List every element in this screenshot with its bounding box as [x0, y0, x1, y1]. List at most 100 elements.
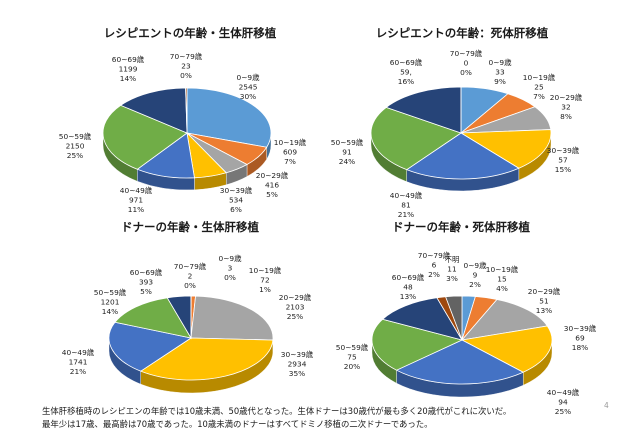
data-label-value: 2545 — [239, 83, 258, 92]
data-label: 20~29歳 416 5% — [256, 171, 289, 199]
data-label: 0~9歳 3 0% — [219, 254, 243, 282]
data-label-percent: 0% — [224, 273, 236, 282]
pie-slice-40~49歳 — [395, 339, 525, 385]
slide-caption: 生体肝移植時のレシピエンの年齢では10歳未満、50歳代となった。生体ドナーは30… — [42, 405, 602, 430]
data-label-category: 20~29歳 — [256, 171, 289, 180]
data-label-category: 30~39歳 — [220, 186, 253, 195]
data-label-percent: 11% — [128, 205, 144, 214]
data-label-value: 6 — [432, 261, 437, 270]
data-label: 10~19歳 25 7% — [523, 73, 556, 101]
data-label-value: 9 — [473, 271, 478, 280]
caption-line-1: 生体肝移植時のレシピエンの年齢では10歳未満、50歳代となった。生体ドナーは30… — [42, 406, 512, 416]
data-label: 70~79歳 2 0% — [174, 262, 207, 290]
data-label: 10~19歳 609 7% — [274, 138, 307, 166]
data-label-value: 25 — [534, 83, 544, 92]
pie-slice-40~49歳 — [405, 132, 520, 180]
data-label: 30~39歳 2934 35% — [281, 350, 314, 378]
data-label-percent: 7% — [284, 157, 296, 166]
data-label: 不明 11 3% — [445, 255, 460, 283]
data-label-category: 40~49歳 — [547, 388, 580, 397]
data-label-percent: 18% — [572, 343, 588, 352]
data-label-percent: 2% — [428, 270, 440, 279]
data-label-percent: 9% — [494, 77, 506, 86]
data-label-value: 971 — [129, 196, 143, 205]
pie-slice-20~29歳 — [190, 295, 274, 341]
data-label-category: 20~29歳 — [550, 93, 583, 102]
data-label-value: 75 — [347, 353, 357, 362]
data-label-percent: 8% — [560, 112, 572, 121]
data-label-category: 20~29歳 — [528, 287, 561, 296]
data-label-percent: 6% — [230, 205, 242, 214]
data-label-percent: 20% — [344, 362, 360, 371]
page-number: 4 — [604, 401, 609, 410]
data-label-percent: 25% — [287, 312, 303, 321]
data-label: 40~49歳 94 25% — [547, 388, 580, 416]
data-label: 40~49歳 1741 21% — [62, 348, 95, 376]
data-label-value: 2150 — [66, 142, 85, 151]
data-label-value: 51 — [539, 297, 549, 306]
data-label-category: 40~49歳 — [390, 191, 423, 200]
data-label: 40~49歳 81 21% — [390, 191, 423, 219]
data-label-category: 0~9歳 — [237, 73, 261, 82]
data-label-value: 0 — [464, 59, 469, 68]
pie-slice-50~59歳 — [102, 104, 188, 170]
pie-slice-0~9歳 — [186, 87, 272, 148]
data-label-percent: 3% — [446, 274, 458, 283]
pie-slice-30~39歳 — [459, 129, 552, 169]
data-label-category: 30~39歳 — [547, 146, 580, 155]
data-label-category: 60~69歳 — [112, 55, 145, 64]
data-label-value: 2103 — [286, 303, 305, 312]
data-label-category: 60~69歳 — [130, 268, 163, 277]
data-label-category: 10~19歳 — [486, 265, 519, 274]
data-label: 20~29歳 32 8% — [550, 93, 583, 121]
data-label: 30~39歳 69 18% — [564, 324, 597, 352]
pie-slice-60~69歳 — [119, 87, 188, 134]
data-label: 10~19歳 15 4% — [486, 265, 519, 293]
data-label-percent: 13% — [536, 306, 552, 315]
data-label-category: 10~19歳 — [249, 266, 282, 275]
data-label: 70~79歳 23 0% — [170, 52, 203, 80]
data-label: 50~59歳 75 20% — [336, 343, 369, 371]
pie-slice-50~59歳 — [371, 318, 464, 371]
data-label-percent: 25% — [67, 151, 83, 160]
data-label-category: 70~79歳 — [170, 52, 203, 61]
data-label-value: 91 — [342, 148, 352, 157]
data-label: 0~9歳 2545 30% — [237, 73, 261, 101]
chart-title: レシピエントの年齢：死体肝移植 — [376, 26, 549, 40]
data-label-category: 50~59歳 — [94, 288, 127, 297]
pie-slice-30~39歳 — [460, 325, 553, 373]
data-label: 50~59歳 91 24% — [331, 138, 364, 166]
data-label-value: 23 — [181, 62, 191, 71]
data-label-percent: 35% — [289, 369, 305, 378]
data-label-value: 94 — [558, 398, 568, 407]
data-label-percent: 25% — [555, 407, 571, 416]
data-label-percent: 30% — [240, 92, 256, 101]
data-label-category: 0~9歳 — [219, 254, 243, 263]
data-label: 60~69歳 48 13% — [392, 273, 425, 301]
data-label-value: 69 — [575, 334, 585, 343]
data-label-category: 60~69歳 — [390, 58, 423, 67]
pie-slice-60~69歳 — [381, 297, 463, 341]
caption-line-2: 最年少は17歳、最高齢は70歳であった。10歳未満のドナーはすべてドミノ移植の二… — [42, 418, 433, 429]
data-label-percent: 15% — [555, 165, 571, 174]
pie-slice-不明 — [445, 295, 463, 341]
data-label-value: 3 — [228, 264, 233, 273]
data-label-category: 70~79歳 — [418, 251, 451, 260]
data-label: 70~79歳 6 2% — [418, 251, 451, 279]
data-label-percent: 16% — [398, 77, 414, 86]
data-label-value: 32 — [561, 103, 570, 112]
data-label: 40~49歳 971 11% — [120, 186, 153, 214]
data-label-value: 33 — [495, 68, 505, 77]
data-label-percent: 2% — [469, 280, 481, 289]
data-label-value: 72 — [260, 276, 269, 285]
data-label: 50~59歳 1201 14% — [94, 288, 127, 316]
chart-title: レシピエントの年齢・生体肝移植 — [104, 26, 277, 40]
data-label-category: 10~19歳 — [523, 73, 556, 82]
data-label: 50~59歳 2150 25% — [59, 132, 92, 160]
data-label-percent: 0% — [460, 68, 472, 77]
pie-chart-1: レシピエントの年齢・生体肝移植 0~9歳 2545 30% 10~19歳 609 7% 20~… — [59, 26, 307, 214]
data-label-value: 393 — [139, 278, 153, 287]
data-label: 70~79歳 0 0% — [450, 49, 483, 77]
